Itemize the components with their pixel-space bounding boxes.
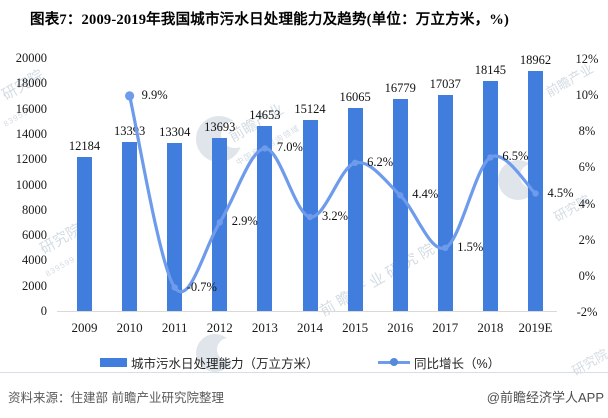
bar-value-label: 12184 [68, 138, 101, 153]
legend-line-label: 同比增长（%） [414, 357, 501, 371]
growth-point-label: 2.9% [231, 214, 258, 229]
footer-divider [0, 372, 608, 373]
y-axis-tick-label: 10000 [15, 177, 47, 192]
y-axis-tick-label: 14000 [15, 126, 47, 141]
watermark-text: 研究院 [569, 346, 608, 379]
chart-title: 图表7：2009-2019年我国城市污水日处理能力及趋势(单位：万立方米，%) [30, 12, 510, 28]
x-axis-tick-label: 2016 [387, 320, 414, 335]
y-axis-tick-label: 2000 [22, 278, 47, 293]
bar-value-label: 18962 [519, 53, 552, 68]
growth-point-label: 7.0% [276, 140, 303, 155]
y-axis-tick-label: 20000 [15, 51, 47, 65]
x-axis-tick-label: 2010 [116, 320, 143, 335]
growth-point-label: 4.4% [412, 187, 439, 202]
legend-item-growth: 同比增长（%） [378, 353, 500, 372]
right-axis-tick-label: 10% [575, 88, 599, 103]
y-axis-tick-label: 4000 [22, 253, 47, 268]
y-axis-tick-label: 0 [40, 304, 47, 318]
y-axis-tick-label: 6000 [22, 228, 47, 243]
x-axis-tick-label: 2017 [432, 320, 459, 335]
y-axis-tick-label: 12000 [15, 152, 47, 167]
bar [77, 156, 92, 311]
bar-value-label: 17037 [429, 77, 461, 92]
x-axis-tick-label: 2014 [297, 320, 323, 335]
x-axis-line [57, 311, 557, 312]
y-axis-tick-label: 16000 [15, 101, 47, 116]
bar-value-label: 18145 [474, 63, 507, 78]
legend-bar-swatch-icon [100, 358, 127, 367]
x-axis-tick-label: 2018 [477, 320, 504, 335]
right-axis-tick-label: 12% [575, 52, 599, 66]
x-axis-tick-label: 2009 [71, 320, 98, 335]
right-axis-tick-label: 8% [578, 124, 596, 139]
right-axis-tick-label: 0% [578, 268, 596, 283]
x-axis-tick-label: 2019E [518, 320, 553, 335]
growth-point-label: 3.2% [322, 209, 349, 223]
x-axis-tick-label: 2011 [161, 320, 188, 335]
x-axis-tick-label: 2013 [251, 320, 278, 335]
right-axis-tick-label: 6% [578, 160, 596, 175]
growth-point-label: 1.5% [457, 239, 484, 254]
growth-point-label: -0.7% [186, 279, 217, 294]
legend-bar-label: 城市污水日处理能力（万立方米） [131, 357, 319, 371]
bar-value-label: 16779 [384, 80, 416, 95]
x-axis-tick-label: 2012 [206, 320, 233, 335]
legend-line-marker-icon [378, 358, 410, 367]
growth-point-label: 6.5% [502, 149, 529, 164]
right-axis-tick-label: 4% [578, 196, 596, 211]
y-axis-tick-label: 18000 [15, 76, 47, 91]
y-axis-tick-label: 8000 [22, 202, 47, 217]
growth-point-label: 6.2% [367, 154, 394, 169]
footer-source-text: 资料来源：住建部 前瞻产业研究院整理 [8, 391, 224, 405]
legend-item-capacity: 城市污水日处理能力（万立方米） [100, 353, 319, 372]
growth-point-label: 9.9% [141, 87, 168, 102]
footer-brand-text: @前瞻经济学人APP [486, 390, 604, 405]
growth-point-label: 4.5% [547, 185, 574, 200]
growth-labels-layer: 9.9% -0.7% 2.9% 7.0% 3.2% 6.2% 4.4% 1.5% 6.5% 4.5… [141, 87, 574, 294]
x-axis-tick-label: 2015 [342, 320, 369, 335]
right-axis-tick-label: -2% [576, 305, 598, 319]
right-axis-tick-label: 2% [578, 232, 596, 247]
